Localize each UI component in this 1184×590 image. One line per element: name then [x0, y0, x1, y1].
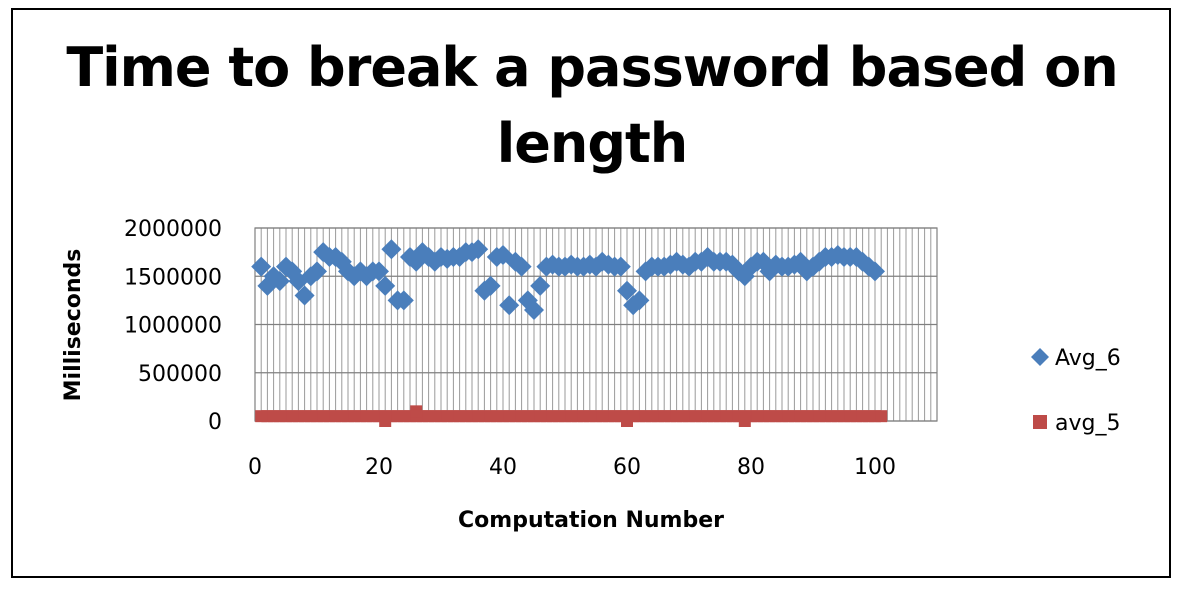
- x-tick-label: 0: [248, 455, 262, 480]
- x-tick-label: 100: [854, 455, 896, 480]
- avg-6-marker: [375, 275, 396, 296]
- avg-6-marker: [480, 275, 501, 296]
- avg-6-marker: [468, 239, 489, 260]
- legend-avg-5-marker: [1033, 415, 1047, 429]
- legend: Avg_6 avg_5: [1031, 346, 1121, 436]
- avg-6-marker: [307, 261, 327, 282]
- y-axis-title: Milliseconds: [61, 249, 86, 402]
- avg-6-marker: [251, 256, 272, 277]
- x-axis-tick-labels: 0 20 40 60 80 100: [248, 455, 896, 480]
- chart-title: Time to break a password based on length: [0, 30, 1184, 182]
- avg-6-marker: [381, 239, 402, 260]
- x-axis-title: Computation Number: [458, 508, 724, 533]
- legend-avg-6-marker: [1031, 348, 1049, 366]
- avg-6-marker: [269, 271, 290, 292]
- avg-6-marker: [610, 256, 631, 277]
- y-tick-label: 0: [208, 410, 222, 435]
- x-tick-label: 60: [613, 455, 641, 480]
- y-axis-tick-labels: 0 500000 1000000 1500000 2000000: [124, 217, 222, 435]
- chart-title-line: Time to break a password based on: [66, 36, 1118, 99]
- chart-title-line: length: [496, 112, 689, 175]
- chart-frame: [11, 8, 1171, 578]
- x-tick-label: 80: [737, 455, 765, 480]
- avg-6-marker: [629, 290, 650, 311]
- avg-6-marker: [499, 295, 520, 316]
- avg-5-marker: [379, 415, 392, 427]
- avg-6-marker: [511, 256, 532, 277]
- avg-5-marker: [621, 415, 633, 427]
- avg-6-marker: [294, 285, 315, 306]
- avg-6-marker: [617, 280, 637, 301]
- y-tick-label: 2000000: [124, 217, 222, 242]
- series-avg-6: [251, 239, 885, 321]
- y-tick-label: 500000: [138, 362, 222, 387]
- y-tick-label: 1500000: [124, 265, 222, 290]
- x-tick-label: 40: [489, 455, 517, 480]
- avg-6-marker: [393, 290, 414, 311]
- series-avg-5: [255, 405, 888, 427]
- avg-5-marker: [738, 415, 751, 427]
- avg-5-marker: [410, 405, 423, 418]
- legend-avg-6-label: Avg_6: [1055, 346, 1121, 371]
- avg-6-marker: [449, 246, 470, 267]
- x-tick-label: 20: [365, 455, 393, 480]
- y-tick-label: 1000000: [124, 314, 222, 339]
- legend-avg-5-label: avg_5: [1055, 411, 1120, 436]
- avg-5-marker: [875, 410, 888, 423]
- avg-6-marker: [865, 261, 885, 282]
- avg-6-marker: [530, 275, 551, 296]
- avg-6-marker: [524, 300, 544, 321]
- avg-6-marker: [369, 261, 389, 282]
